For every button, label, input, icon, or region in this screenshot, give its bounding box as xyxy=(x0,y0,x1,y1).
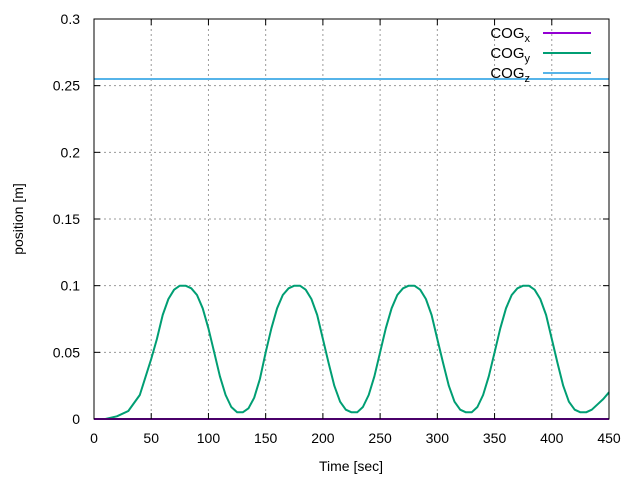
x-axis-label: Time [sec] xyxy=(319,458,383,474)
x-tick-labels: 0 50 100 150 200 250 300 350 400 450 xyxy=(90,430,621,446)
x-tick-label: 200 xyxy=(311,430,335,446)
y-tick-label: 0.25 xyxy=(53,78,80,94)
series-line-cog-y xyxy=(105,284,610,420)
legend-label: COGy xyxy=(490,45,530,65)
x-tick-label: 50 xyxy=(143,430,159,446)
y-tick-label: 0 xyxy=(72,411,80,427)
legend-item-cog-z: COGz xyxy=(490,65,591,85)
legend-item-cog-x: COGx xyxy=(490,25,591,45)
x-tick-label: 250 xyxy=(368,430,392,446)
y-tick-label: 0.05 xyxy=(53,344,80,360)
x-tick-label: 150 xyxy=(254,430,278,446)
x-tick-label: 0 xyxy=(90,430,98,446)
y-tick-label: 0.2 xyxy=(61,144,81,160)
y-tick-labels: 0 0.05 0.1 0.15 0.2 0.25 0.3 xyxy=(53,11,80,427)
legend-label: COGx xyxy=(490,25,530,45)
x-tick-label: 100 xyxy=(197,430,221,446)
x-tick-label: 350 xyxy=(483,430,507,446)
y-tick-label: 0.15 xyxy=(53,211,80,227)
x-tick-label: 300 xyxy=(426,430,450,446)
x-tick-label: 400 xyxy=(540,430,564,446)
y-tick-label: 0.1 xyxy=(61,278,81,294)
y-axis-label: position [m] xyxy=(10,183,26,255)
legend-item-cog-y: COGy xyxy=(490,45,591,65)
legend-label: COGz xyxy=(490,65,530,85)
series-lines xyxy=(94,78,610,420)
y-tick-label: 0.3 xyxy=(61,11,81,27)
axis-ticks xyxy=(93,18,610,420)
x-tick-label: 450 xyxy=(597,430,621,446)
